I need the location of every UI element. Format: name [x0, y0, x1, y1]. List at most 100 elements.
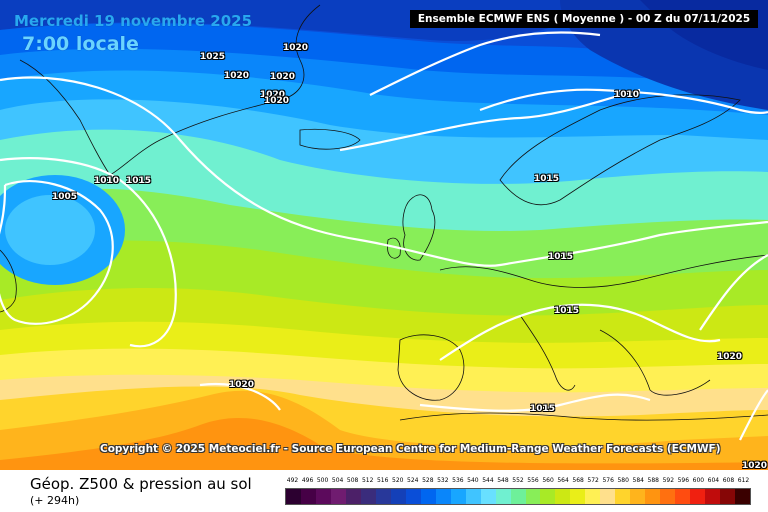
- isobar-label: 1020: [742, 461, 768, 470]
- balkans-coast: [599, 329, 711, 396]
- legend-swatch: [286, 489, 301, 504]
- legend-swatch: [465, 489, 481, 504]
- legend-swatch: [540, 489, 556, 504]
- legend-swatch: [660, 489, 676, 504]
- legend-level-label: 612: [737, 477, 750, 484]
- legend-level-label: 520: [392, 477, 404, 484]
- copyright-notice: Copyright © 2025 Meteociel.fr - Source E…: [100, 443, 721, 455]
- legend-swatch: [495, 489, 511, 504]
- legend-swatch: [375, 489, 391, 504]
- iceland-coast: [299, 128, 361, 150]
- iberia-coast: [397, 334, 465, 401]
- legend-level-label: 608: [722, 477, 735, 484]
- legend-swatch: [690, 489, 706, 504]
- isobar-label: 1020: [229, 380, 255, 390]
- legend-swatch: [720, 489, 736, 504]
- legend-level-label: 508: [346, 477, 359, 484]
- continental-europe-coast: [439, 254, 768, 288]
- legend-swatch: [630, 489, 646, 504]
- isobar-1015-north: [369, 31, 601, 96]
- map-footer: Géop. Z500 & pression au sol (+ 294h) 49…: [0, 470, 768, 512]
- legend-level-label: 492: [286, 477, 299, 484]
- legend-level-label: 540: [467, 477, 479, 484]
- isobar-label: 1020: [717, 352, 743, 362]
- legend-swatch: [645, 489, 661, 504]
- legend-swatch: [705, 489, 721, 504]
- legend-swatch: [510, 489, 526, 504]
- isobar-label: 1020: [264, 96, 290, 106]
- legend-level-label: 564: [557, 477, 569, 484]
- legend-swatch: [300, 489, 316, 504]
- map-title: Géop. Z500 & pression au sol: [30, 475, 252, 493]
- legend-level-label: 516: [376, 477, 389, 484]
- isobar-label: 1005: [52, 192, 78, 202]
- legend-level-label: 576: [602, 477, 614, 484]
- legend-level-label: 560: [542, 477, 554, 484]
- isobar-1015-med: [419, 393, 651, 412]
- legend-swatch: [390, 489, 406, 504]
- isobar-label: 1020: [283, 43, 309, 53]
- legend-level-label: 500: [316, 477, 329, 484]
- z500-band-584: [0, 417, 768, 470]
- legend-level-label: 584: [632, 477, 644, 484]
- legend-swatch: [600, 489, 616, 504]
- isobar-label: 1015: [530, 404, 556, 414]
- isobar-label: 1015: [554, 306, 580, 316]
- legend-level-label: 524: [407, 477, 419, 484]
- legend-level-label: 504: [331, 477, 344, 484]
- italy-coast: [519, 314, 576, 391]
- isobar-label: 1025: [200, 52, 226, 62]
- british-isles-coast: [402, 194, 436, 261]
- isobars: [0, 31, 768, 441]
- legend-level-label: 496: [301, 477, 314, 484]
- forecast-local-time: 7:00 locale: [22, 33, 139, 55]
- isobar-label: 1015: [534, 174, 560, 184]
- isobar-label: 1015: [126, 176, 152, 186]
- legend-level-label: 592: [662, 477, 675, 484]
- greenland-coast: [19, 4, 321, 176]
- legend-level-label: 572: [587, 477, 599, 484]
- isobar-1010-north: [479, 88, 768, 114]
- z500-band-544-cell: [5, 195, 95, 265]
- legend-level-label: 604: [707, 477, 720, 484]
- isobar-label: 1010: [614, 90, 640, 100]
- legend-level-label: 580: [617, 477, 629, 484]
- legend-level-label: 544: [482, 477, 494, 484]
- legend-swatch: [450, 489, 466, 504]
- legend-swatch: [525, 489, 541, 504]
- north-africa-coast: [399, 412, 768, 421]
- isobar-1020-azores: [199, 382, 281, 411]
- legend-swatch: [315, 489, 331, 504]
- legend-swatch: [570, 489, 586, 504]
- legend-swatch: [330, 489, 346, 504]
- legend-level-label: 596: [677, 477, 690, 484]
- model-run-banner: Ensemble ECMWF ENS ( Moyenne ) - 00 Z du…: [410, 10, 758, 28]
- coastlines: [0, 4, 768, 421]
- isobar-1005: [0, 180, 114, 325]
- labrador-coast: [0, 249, 17, 313]
- isobar-label: 1020: [270, 72, 296, 82]
- legend-swatch: [675, 489, 691, 504]
- legend-swatch: [420, 489, 436, 504]
- isobar-1020-southeast: [739, 389, 768, 441]
- isobar-label: 1020: [260, 90, 286, 100]
- isobar-label: 1015: [548, 252, 574, 262]
- legend-level-label: 548: [497, 477, 509, 484]
- ireland-coast: [387, 237, 401, 259]
- legend-level-label: 568: [572, 477, 584, 484]
- weather-map: Mercredi 19 novembre 2025 7:00 locale En…: [0, 0, 768, 470]
- legend-level-label: 600: [692, 477, 705, 484]
- legend-swatch: [360, 489, 376, 504]
- legend-swatch: [585, 489, 601, 504]
- isobar-label: 1020: [224, 71, 250, 81]
- isobar-1020-north: [339, 88, 641, 152]
- legend-level-label: 588: [647, 477, 659, 484]
- legend-level-label: 552: [512, 477, 524, 484]
- scandinavia-coast: [499, 94, 741, 206]
- legend-swatches: [285, 488, 751, 505]
- legend-level-label: 536: [452, 477, 464, 484]
- forecast-offset: (+ 294h): [30, 494, 80, 507]
- legend-level-label: 532: [437, 477, 449, 484]
- isobar-1020-east: [699, 254, 768, 331]
- legend-ticks: 492 496 500 504 508 512 516 520 524 528 532 536 540 5…: [285, 475, 751, 488]
